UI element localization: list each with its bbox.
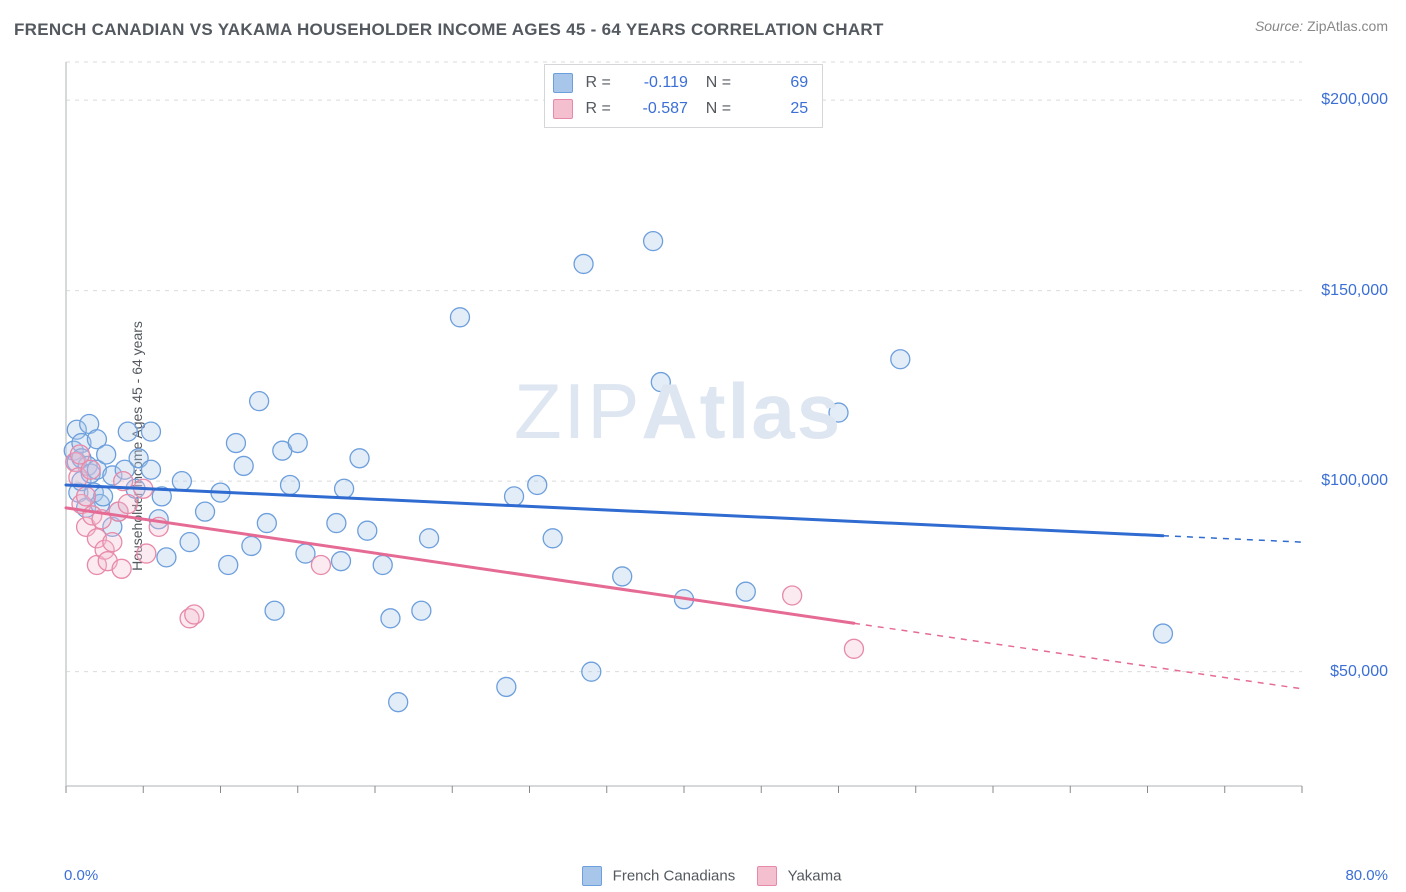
legend-n-value: 25 (742, 96, 808, 122)
legend-n-label: N = (706, 96, 738, 122)
legend-row: R = -0.587 N = 25 (549, 96, 808, 122)
legend-n-label: N = (706, 70, 738, 96)
legend-swatch (553, 99, 573, 119)
legend-r-label: R = (585, 70, 617, 96)
y-tick-label: $50,000 (1330, 663, 1388, 681)
chart-container: FRENCH CANADIAN VS YAKAMA HOUSEHOLDER IN… (0, 0, 1406, 892)
legend-swatch (582, 866, 602, 886)
legend-n-value: 69 (742, 70, 808, 96)
legend-r-label: R = (585, 96, 617, 122)
legend-label: French Canadians (613, 868, 736, 885)
y-tick-label: $200,000 (1321, 91, 1388, 109)
source-attribution: Source: ZipAtlas.com (1255, 18, 1388, 34)
source-value: ZipAtlas.com (1307, 18, 1388, 34)
legend-swatch (553, 73, 573, 93)
legend-row: R = -0.119 N = 69 (549, 70, 808, 96)
legend-r-value: -0.119 (622, 70, 688, 96)
source-label: Source: (1255, 18, 1303, 34)
chart-title: FRENCH CANADIAN VS YAKAMA HOUSEHOLDER IN… (14, 20, 884, 40)
legend-swatch (757, 866, 777, 886)
y-tick-label: $150,000 (1321, 282, 1388, 300)
series-legend: French Canadians Yakama (0, 866, 1406, 886)
legend-r-value: -0.587 (622, 96, 688, 122)
legend-label: Yakama (788, 868, 842, 885)
correlation-legend: R = -0.119 N = 69 R = -0.587 N = 25 (544, 64, 823, 128)
y-tick-label: $100,000 (1321, 472, 1388, 490)
scatter-plot-svg (56, 56, 1392, 826)
